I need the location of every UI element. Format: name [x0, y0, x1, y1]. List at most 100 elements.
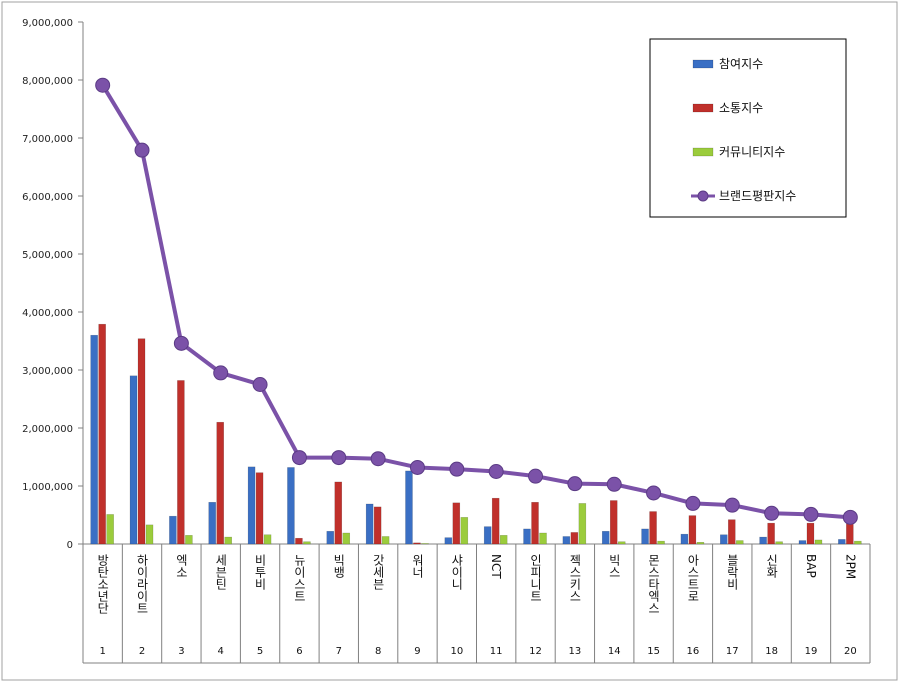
brand-reputation-point [724, 497, 740, 513]
category-label: 방탄소년단 [96, 554, 110, 614]
bar-communication [846, 523, 854, 545]
brand-reputation-point [488, 464, 504, 479]
bar-community [736, 540, 744, 545]
bar-participation [326, 530, 335, 545]
category-label: BAP [804, 554, 818, 578]
y-tick-label: 0 [67, 540, 73, 551]
bar-communication [98, 323, 106, 545]
bar-community [185, 535, 193, 545]
bar-participation [720, 534, 728, 545]
rank-label: 10 [450, 646, 463, 657]
rank-label: 6 [296, 646, 302, 657]
category-label: 갓세븐 [371, 554, 385, 590]
brand-reputation-point [370, 451, 386, 467]
brand-reputation-point [173, 335, 189, 351]
legend-label: 커뮤니티지수 [719, 145, 785, 159]
rank-label: 11 [490, 646, 503, 657]
brand-reputation-point [134, 142, 150, 158]
bar-participation [523, 528, 531, 545]
bar-participation [601, 530, 610, 545]
legend-swatch [692, 59, 714, 69]
bar-communication [570, 532, 579, 545]
category-label: 신화 [765, 554, 779, 578]
bar-community [696, 542, 705, 545]
legend-label: 소통지수 [719, 101, 763, 115]
rank-label: 18 [765, 646, 778, 657]
rank-label: 7 [336, 646, 342, 657]
bar-community [421, 543, 429, 545]
bar-communication [334, 481, 343, 545]
category-label: 하이라이트 [135, 554, 149, 614]
brand-reputation-point [252, 377, 268, 392]
category-label: 엑소 [174, 554, 188, 578]
rank-label: 1 [99, 646, 105, 657]
rank-label: 13 [569, 646, 582, 657]
rank-label: 15 [647, 646, 660, 657]
legend-box [649, 38, 847, 218]
rank-label: 9 [414, 646, 420, 657]
bar-participation [759, 536, 767, 545]
bar-community [342, 532, 351, 545]
rank-label: 16 [687, 646, 700, 657]
rank-label: 3 [178, 646, 184, 657]
line-layer [95, 77, 858, 525]
category-label: 아스트로 [686, 554, 700, 602]
rank-label: 12 [529, 646, 542, 657]
bar-communication [413, 542, 421, 545]
bar-community [263, 534, 272, 545]
axes-layer [78, 21, 871, 664]
category-label: 빅스 [607, 554, 621, 578]
brand-reputation-point [528, 468, 544, 484]
bar-participation [208, 501, 216, 545]
bar-community [539, 532, 547, 545]
bar-participation [641, 528, 649, 545]
brand-reputation-point [567, 476, 583, 492]
rank-label: 5 [257, 646, 263, 657]
category-label: 워너 [410, 554, 424, 578]
bars-layer [90, 323, 862, 545]
legend-label: 참여지수 [719, 57, 763, 71]
rank-label: 20 [844, 646, 857, 657]
rank-label: 14 [608, 646, 621, 657]
category-label: 몬스타엑스 [647, 554, 661, 614]
category-label: 비투비 [253, 554, 267, 590]
bar-community [617, 541, 626, 545]
brand-reputation-point [449, 461, 465, 477]
rank-label: 17 [726, 646, 739, 657]
bar-participation [365, 503, 374, 545]
bar-communication [452, 502, 461, 545]
category-label: 2PM [843, 554, 857, 579]
category-label: 샤이니 [450, 554, 464, 590]
labels-layer: 0 1,000,000 2,000,000 3,000,000 4,000,000 5,0… [22, 18, 857, 657]
bar-participation [90, 334, 98, 545]
bar-communication [806, 522, 815, 545]
bar-community [224, 536, 232, 545]
category-label: 세븐틴 [214, 554, 228, 590]
legend-swatch [692, 147, 714, 157]
bar-community [814, 539, 823, 545]
bar-communication [649, 511, 657, 545]
bar-communication [177, 380, 185, 545]
brand-reputation-point [764, 505, 780, 521]
bar-communication [255, 472, 264, 545]
bar-communication [491, 497, 500, 545]
bar-communication [767, 522, 775, 545]
bar-participation [483, 526, 492, 545]
bar-community [657, 540, 665, 545]
bar-communication [688, 515, 697, 545]
brand-reputation-point [606, 476, 622, 492]
bar-community [499, 535, 508, 545]
category-label: 뉴이스트 [292, 554, 306, 602]
rank-label: 4 [218, 646, 224, 657]
bar-participation [562, 536, 571, 545]
brand-reputation-point [646, 485, 662, 501]
bar-community [106, 514, 114, 545]
legend-swatch [692, 103, 714, 113]
bar-participation [444, 537, 453, 545]
bar-community [775, 541, 783, 545]
bar-participation [247, 466, 256, 545]
y-tick-label: 1,000,000 [22, 482, 73, 493]
category-label: 블락비 [725, 554, 739, 590]
bar-communication [609, 500, 618, 545]
